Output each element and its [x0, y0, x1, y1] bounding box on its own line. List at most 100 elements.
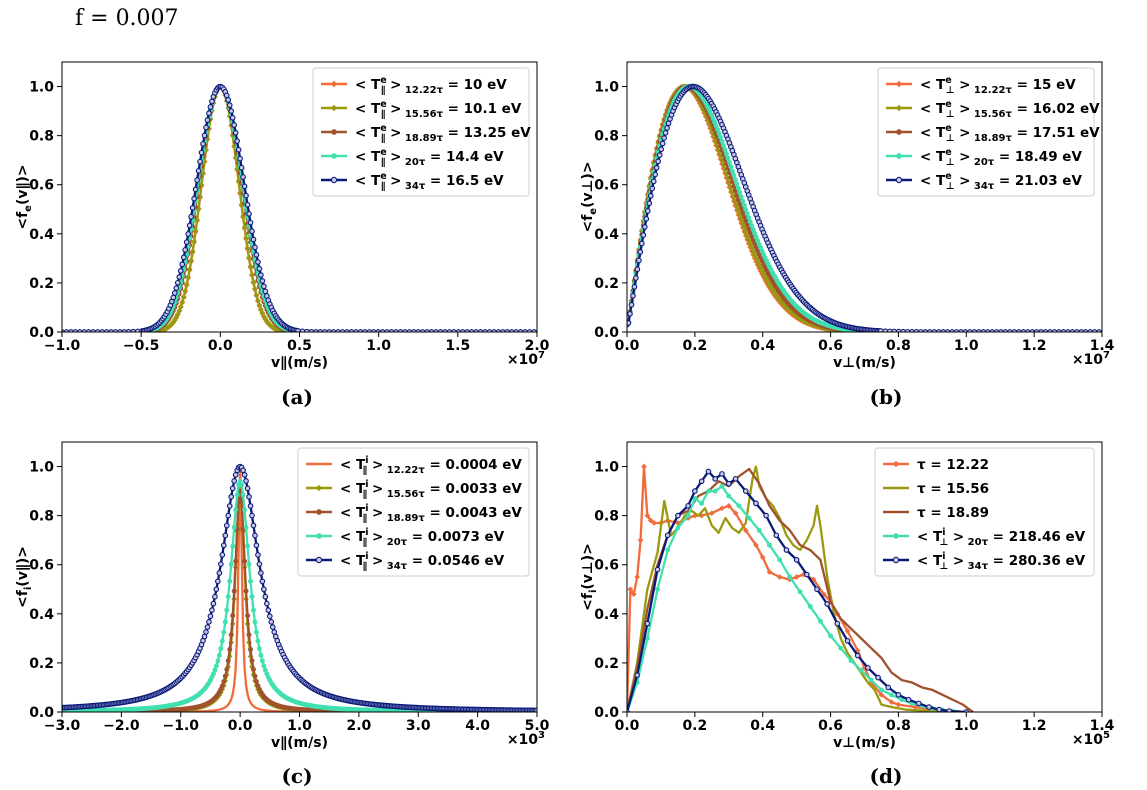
data-point [171, 290, 178, 296]
data-point [242, 558, 248, 564]
data-point [215, 658, 221, 664]
legend-sup: e [945, 123, 951, 134]
data-point [734, 181, 740, 187]
legend-value: = 218.46 eV [988, 529, 1086, 545]
legend-sub2: 34τ [383, 561, 407, 572]
legend-value: = 0.0043 eV [425, 505, 523, 521]
data-point [393, 329, 399, 332]
series-4 [62, 478, 537, 712]
caption-a: (a) [281, 385, 313, 409]
legend-sub: ∥ [363, 513, 368, 524]
data-point [495, 329, 502, 332]
panel-b: 0.0 0.2 0.4 0.6 0.8 1.0 1.2 1.4 0.0 0.2 0.4 0.6 0.8 1… [580, 61, 1115, 371]
x-tick-label: 1.0 [366, 338, 391, 354]
legend-value: = 0.0073 eV [407, 529, 505, 545]
data-point [424, 329, 430, 332]
data-point [182, 247, 189, 253]
data-point [189, 248, 196, 255]
data-point [428, 329, 435, 332]
data-point [241, 183, 248, 190]
data-point [654, 566, 661, 573]
legend-sub: ⊥ [940, 537, 949, 548]
legend-item: τ = 15.56 [883, 481, 989, 497]
data-point [357, 329, 364, 332]
data-point [513, 329, 520, 332]
legend-value: = 10 eV [443, 77, 507, 93]
data-point [183, 281, 190, 288]
data-point [756, 527, 762, 533]
x-tick-label: −2.0 [103, 718, 140, 734]
data-point [243, 524, 249, 530]
panel-c: −3.0 −2.0 −1.0 0.0 1.0 2.0 3.0 4.0 5.0 0.0 0.2 0.4 0… [15, 441, 550, 751]
y-tick-label: 1.0 [29, 460, 54, 476]
legend-sub: ∥ [381, 109, 386, 120]
data-point [473, 329, 479, 332]
data-point [222, 532, 229, 539]
data-point [653, 164, 660, 171]
data-point [240, 492, 246, 498]
axes-frame [626, 61, 1103, 333]
data-point [627, 320, 632, 326]
legend-box [312, 67, 530, 197]
data-point [397, 329, 404, 332]
data-point [177, 268, 184, 274]
plot-area [62, 463, 537, 712]
data-point [271, 629, 278, 635]
data-point [206, 110, 212, 117]
data-point [361, 329, 368, 332]
data-point [243, 235, 249, 241]
data-point [252, 532, 258, 539]
data-point [753, 500, 759, 507]
data-point [252, 619, 258, 625]
data-point [235, 146, 242, 153]
data-point [216, 652, 222, 658]
legend-sub2: 34τ [964, 561, 988, 572]
data-point [201, 633, 208, 640]
data-point [252, 285, 258, 292]
data-point [253, 629, 259, 635]
legend-sub2: 18.89τ [401, 133, 443, 144]
data-point [915, 700, 922, 707]
legend-label: < Te ∥ > 18.89τ = 13.25 eV [355, 123, 531, 144]
data-point [63, 329, 70, 332]
legend-label: < Te ⊥ > 34τ = 21.03 eV [920, 171, 1082, 192]
legend-marker [315, 484, 323, 492]
data-point [256, 265, 263, 272]
data-point [203, 629, 209, 635]
data-point [742, 229, 749, 235]
x-tick-label: −0.5 [123, 338, 160, 354]
data-point [627, 586, 634, 593]
data-point [180, 293, 187, 300]
data-point [186, 222, 193, 229]
legend-sub: ∥ [381, 85, 386, 96]
y-tick-label: 0.4 [29, 607, 54, 623]
data-point [233, 558, 239, 564]
data-point [253, 292, 260, 298]
legend-close: > [385, 173, 401, 189]
data-point [188, 257, 194, 264]
data-point [258, 652, 264, 658]
data-point [763, 512, 769, 519]
data-point [177, 303, 184, 310]
data-point [247, 503, 254, 509]
data-point [655, 158, 662, 165]
data-point [229, 485, 236, 492]
data-point [705, 468, 712, 475]
data-point [249, 228, 255, 235]
legend-item: < Te ⊥ > 20τ = 18.49 eV [886, 147, 1082, 168]
legend-sub2: 15.56τ [383, 489, 425, 500]
data-point [838, 645, 844, 651]
data-point [231, 588, 237, 594]
data-point [194, 177, 200, 183]
legend-main: < T [355, 149, 381, 165]
data-point [251, 666, 256, 672]
data-point [878, 691, 885, 698]
data-point [640, 232, 647, 238]
y-axis-label: <fe(v∥)> [15, 164, 34, 229]
data-point [76, 329, 83, 332]
x-axis-label: v∥(m/s) [271, 355, 328, 371]
data-point [221, 679, 227, 684]
x-multiplier: ×107 [507, 350, 545, 368]
legend-main: < T [917, 529, 943, 545]
x-tick-label: 0.2 [682, 338, 707, 354]
